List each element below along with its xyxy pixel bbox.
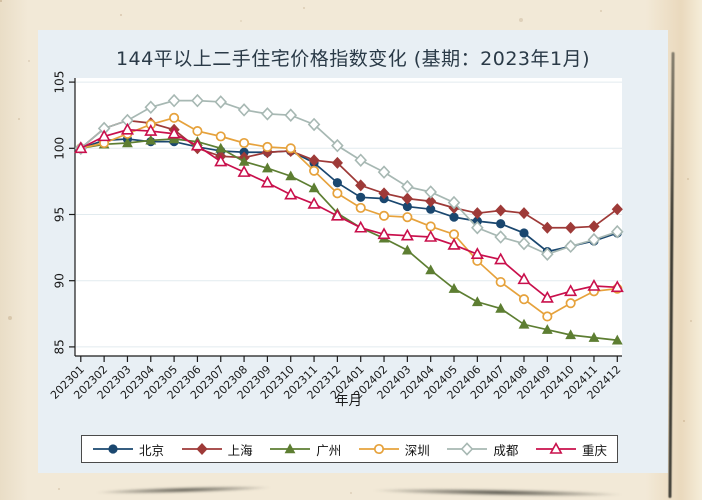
legend-label: 成都 xyxy=(493,442,519,458)
legend-marker-icon xyxy=(447,442,488,456)
legend-item-北京: 北京 xyxy=(92,440,164,459)
page-bottom-shadow-left xyxy=(65,482,302,498)
paper-texture xyxy=(0,0,2,2)
legend-marker-icon xyxy=(181,443,222,455)
legend-label: 广州 xyxy=(316,442,342,458)
svg-text:105: 105 xyxy=(53,71,67,94)
page-bottom-shadow-right xyxy=(329,485,666,500)
legend-item-上海: 上海 xyxy=(181,440,253,459)
svg-text:90: 90 xyxy=(53,273,67,288)
svg-text:95: 95 xyxy=(53,207,67,222)
legend-item-广州: 广州 xyxy=(269,440,341,459)
legend-marker-icon xyxy=(535,441,576,454)
legend: 北京 上海 广州 深圳 成都 重庆 xyxy=(81,435,618,463)
legend-marker-icon xyxy=(270,443,311,454)
series-成都 xyxy=(74,93,624,261)
svg-text:85: 85 xyxy=(53,339,67,354)
legend-label: 重庆 xyxy=(581,442,607,458)
series-广州 xyxy=(75,133,623,345)
line-chart-plot: 8590951001052023012023022023032023042023… xyxy=(48,71,624,402)
series-重庆 xyxy=(74,122,624,303)
chart-title: 144平以上二手住宅价格指数变化 (基期：2023年1月) xyxy=(115,48,591,70)
svg-text:100: 100 xyxy=(53,137,67,160)
legend-item-深圳: 深圳 xyxy=(358,440,430,459)
x-axis-title: 年月 xyxy=(335,393,362,409)
legend-label: 深圳 xyxy=(404,442,430,458)
legend-item-重庆: 重庆 xyxy=(535,440,607,459)
legend-label: 上海 xyxy=(227,442,253,458)
page-edge-shadow xyxy=(668,51,675,499)
chart-panel: 144平以上二手住宅价格指数变化 (基期：2023年1月) 85 90 95 100 1… xyxy=(38,30,668,473)
legend-item-成都: 成都 xyxy=(446,440,518,459)
legend-marker-icon xyxy=(358,443,399,455)
legend-label: 北京 xyxy=(139,442,165,458)
legend-marker-icon xyxy=(93,444,133,454)
